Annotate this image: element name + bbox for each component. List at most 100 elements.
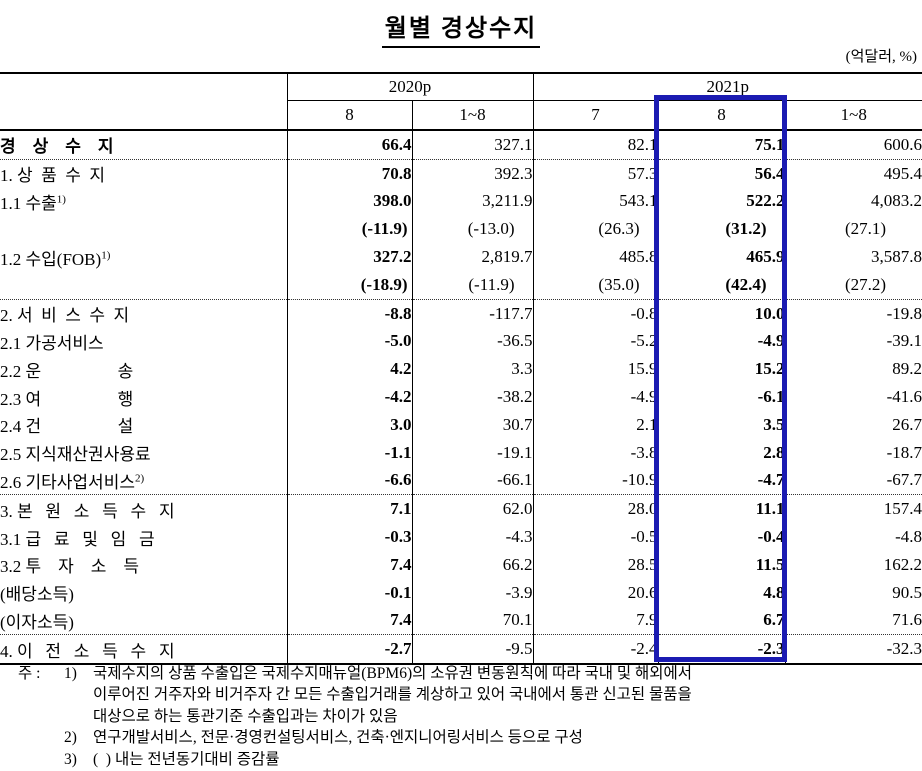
row-label: 3.1 급 료 및 임 금	[0, 523, 288, 551]
value-cell: 3,211.9	[412, 187, 534, 216]
value-cell: 7.4	[287, 550, 413, 579]
value-cell: -0.8	[533, 298, 659, 328]
value-cell: -6.6	[287, 466, 413, 495]
sub-header-row: 8 1~8 7 8 1~8	[0, 100, 922, 131]
value-cell: (-11.9)	[412, 270, 534, 300]
title-container: 월별 경상수지	[0, 8, 922, 48]
footnote-prefix: 주 :	[18, 665, 41, 682]
value-cell: -2.4	[533, 634, 659, 666]
value-cell: 162.2	[883, 554, 922, 574]
row-label: 2.3 여 행	[0, 383, 288, 411]
value-cell: -66.1	[412, 466, 534, 495]
page-title: 월별 경상수지	[381, 8, 541, 48]
value-cell: 30.7	[412, 410, 534, 439]
table-row: (-18.9) (-11.9) (35.0) (42.4) (27.2)	[0, 270, 922, 300]
value-cell: 66.2	[412, 550, 534, 579]
value-cell: 28.0	[533, 494, 659, 524]
table-header: 2020p 2021p 8 1~8 7 8 1~8	[0, 73, 922, 131]
value-cell: 57.3	[533, 158, 659, 188]
value-cell: 3.3	[412, 355, 534, 384]
footnote-line: 이루어진 거주자와 비거주자 간 모든 수출입거래를 계상하고 있어 국내에서 …	[93, 686, 692, 704]
value-cell: 11.5	[658, 550, 786, 579]
table-row: 1.1 수출1) 398.0 3,211.9 543.1 522.2 4,083.2	[0, 187, 922, 216]
table-row: 2.2 운 송 4.2 3.3 15.9 15.2 89.2	[0, 355, 922, 384]
row-label	[0, 215, 288, 244]
value-cell: 4.2	[287, 355, 413, 384]
value-cell: (35.0)	[533, 270, 659, 300]
row-label: 1. 상 품 수 지	[0, 158, 288, 188]
value-cell: 66.4	[287, 130, 413, 160]
value-cell: 2,819.7	[412, 243, 534, 271]
value-cell: (26.3)	[533, 215, 659, 244]
value-cell: -41.6	[886, 387, 922, 407]
value-cell: -5.0	[287, 327, 413, 356]
value-cell: 75.1	[658, 130, 786, 160]
corner-cell	[0, 73, 288, 131]
value-cell: -4.9	[533, 383, 659, 411]
value-cell: 70.8	[287, 158, 413, 188]
footnote-line: 주 :1) 국제수지의 상품 수출입은 국제수지매뉴얼(BPM6)의 소유권 변동…	[0, 663, 922, 684]
row-label: 2.2 운 송	[0, 355, 288, 384]
value-cell: (42.4)	[658, 270, 786, 300]
table-row: 2.4 건 설 3.0 30.7 2.1 3.5 26.7	[0, 410, 922, 439]
value-cell: 327.2	[287, 243, 413, 271]
value-cell: -117.7	[412, 298, 534, 328]
table-row: 2.1 가공서비스 -5.0 -36.5 -5.2 -4.9 -39.1	[0, 327, 922, 356]
value-cell: -38.2	[412, 383, 534, 411]
row-label: 2.1 가공서비스	[0, 327, 288, 356]
value-cell: 62.0	[412, 494, 534, 524]
value-cell: -2.7	[287, 634, 413, 666]
value-cell: 7.4	[287, 606, 413, 635]
footnotes: 주 :1) 국제수지의 상품 수출입은 국제수지매뉴얼(BPM6)의 소유권 변동…	[0, 663, 922, 770]
value-cell: 495.4	[785, 158, 922, 188]
value-cell: 15.2	[658, 355, 786, 384]
row-label: (이자소득)	[0, 606, 288, 635]
value-cell: -4.7	[658, 466, 786, 495]
value-cell: -32.3	[785, 634, 922, 666]
row-label: 3.2 투 자 소 득	[0, 550, 288, 579]
value-cell: 543.1	[533, 187, 659, 216]
value-cell: 327.1	[412, 130, 534, 160]
table-row: 1.2 수입(FOB)1) 327.2 2,819.7 485.8 465.9 3,587…	[0, 243, 922, 271]
table-row: 1. 상 품 수 지 70.8 392.3 57.3 56.4 495.4	[0, 158, 922, 188]
table-row: 경 상 수 지 66.4 327.1 82.1 75.1 600.6	[0, 130, 922, 160]
value-cell: 6.7	[658, 606, 786, 635]
value-cell: 3.5	[658, 410, 786, 439]
value-cell: -67.7	[886, 470, 922, 490]
value-cell: 56.4	[658, 158, 786, 188]
table-row: 2.6 기타사업서비스2) -6.6 -66.1 -10.9 -4.7 -67.7	[0, 466, 922, 495]
row-label: 3. 본 원 소 득 수 지	[0, 494, 288, 524]
value-cell: 522.2	[658, 187, 786, 216]
value-cell: -3.8	[533, 438, 659, 467]
value-cell: 26.7	[892, 414, 922, 434]
group-header-row: 2020p 2021p	[0, 73, 922, 131]
table-row: (배당소득) -0.1 -3.9 20.6 4.8 90.5	[0, 578, 922, 607]
value-cell: 2.8	[658, 438, 786, 467]
footnote-line: 2) 연구개발서비스, 전문·경영컨설팅서비스, 건축·엔지니어링서비스 등으로 …	[0, 727, 922, 748]
row-label: (배당소득)	[0, 578, 288, 607]
value-cell: -19.1	[412, 438, 534, 467]
table-row: 2. 서 비 스 수 지 -8.8 -117.7 -0.8 10.0 -19.8	[0, 298, 922, 328]
unit-note: (억달러, %)	[845, 49, 917, 65]
value-cell: -0.3	[287, 523, 413, 551]
value-cell: 3,587.8	[871, 247, 922, 267]
value-cell: -0.5	[533, 523, 659, 551]
current-account-table: 2020p 2021p 8 1~8 7 8 1~8 경 상 수 지 66.4 327…	[0, 72, 922, 666]
row-label: 경 상 수 지	[0, 130, 288, 160]
value-cell: 2.1	[533, 410, 659, 439]
value-cell: 600.6	[883, 134, 922, 154]
value-cell: 157.4	[785, 494, 922, 524]
value-cell: 398.0	[287, 187, 413, 216]
row-label: 2.5 지식재산권사용료	[0, 438, 288, 467]
sub-header-2021-8: 8	[658, 100, 786, 131]
value-cell: -4.8	[895, 527, 922, 547]
sub-header-2021-1to8: 1~8	[785, 100, 922, 131]
row-label: 2.6 기타사업서비스2)	[0, 466, 288, 495]
value-cell: 70.1	[412, 606, 534, 635]
value-cell: (27.1)	[844, 219, 887, 239]
value-cell: -10.9	[533, 466, 659, 495]
value-cell: -1.1	[287, 438, 413, 467]
value-cell: -9.5	[412, 634, 534, 666]
value-cell: 15.9	[533, 355, 659, 384]
